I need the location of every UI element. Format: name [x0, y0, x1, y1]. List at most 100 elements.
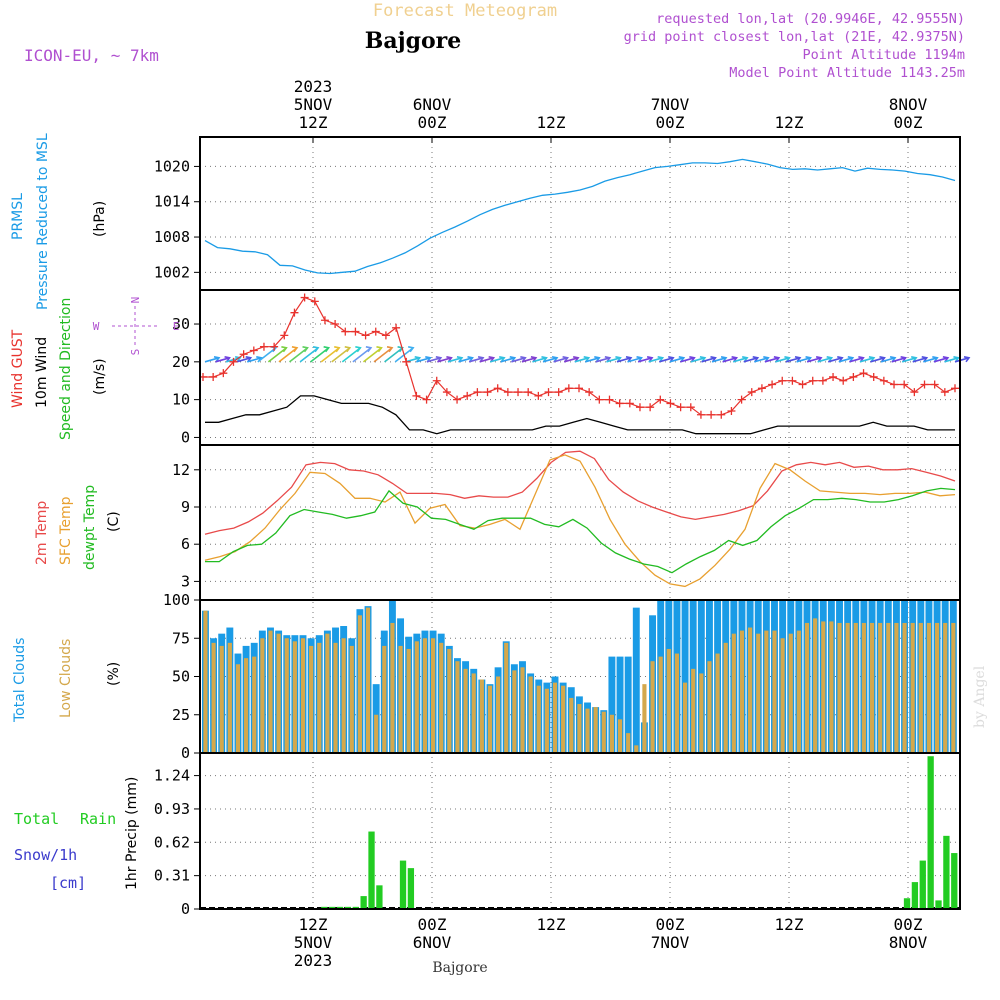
wind-arrow-head [594, 356, 601, 363]
wind-arrow-head [355, 346, 362, 353]
wind-arrow-head [847, 356, 855, 363]
gust-marker [381, 331, 390, 340]
gust-marker [798, 380, 807, 389]
low-cloud-bar [886, 622, 891, 753]
wind-arrow [437, 357, 452, 363]
label-sfc-temp: SFC Temp [58, 496, 74, 565]
compass-e: E [173, 320, 180, 333]
low-cloud-bar [504, 642, 509, 753]
rain-bar [336, 906, 344, 909]
gust-marker [412, 391, 421, 400]
low-cloud-bar [374, 714, 379, 753]
wind-arrow-head [932, 356, 939, 363]
wind-arrow [585, 357, 600, 363]
wind-arrow-head [625, 356, 633, 363]
wind-arrow-head [499, 356, 506, 363]
time-label-top: 00Z [418, 113, 447, 132]
low-cloud-bar [390, 622, 395, 753]
wind-arrow-head [742, 356, 749, 363]
wind-arrow [236, 357, 251, 363]
wind-arrow-head [942, 356, 950, 363]
time-label-top: 12Z [537, 113, 566, 132]
value-label: 1014 [154, 193, 190, 211]
gust-marker [940, 388, 949, 397]
label-precip-mm: 1hr Precip (mm) [124, 777, 140, 890]
low-cloud-bar [585, 708, 590, 753]
wind-arrow-head [323, 346, 331, 353]
wind-arrow-head [784, 356, 791, 363]
gust-marker [595, 395, 604, 404]
wind-arrow [806, 357, 822, 363]
wind-arrow-head [699, 356, 707, 363]
value-label: 3 [181, 572, 190, 590]
total-cloud-bar [616, 656, 624, 753]
low-cloud-bar [561, 685, 566, 753]
wind-arrow [532, 357, 547, 363]
wind-speed-line [205, 395, 955, 435]
low-cloud-bar [414, 641, 419, 753]
label-c: (C) [106, 511, 122, 532]
wind-arrow-head [425, 356, 432, 363]
gust-marker [585, 388, 594, 397]
low-cloud-bar [764, 630, 769, 753]
wind-arrow-head [911, 356, 918, 363]
low-cloud-bar [235, 664, 241, 753]
gust-marker [737, 395, 746, 404]
low-cloud-bar [357, 615, 362, 753]
low-cloud-bar [593, 707, 598, 753]
wind-arrow-head [407, 346, 415, 353]
gust-marker [686, 403, 695, 412]
wind-arrow [553, 357, 568, 363]
wind-arrow-head [921, 356, 929, 363]
grid-coords: grid point closest lon,lat (21E, 42.9375… [624, 29, 965, 45]
wind-arrow [817, 357, 832, 363]
gust-marker [879, 376, 888, 385]
value-label: 10 [172, 391, 190, 409]
wind-arrow [743, 357, 758, 363]
gust-marker [564, 384, 573, 393]
label-low-clouds: Low Clouds [58, 639, 74, 718]
low-cloud-bar [723, 642, 728, 753]
gust-marker [249, 346, 258, 355]
rain-bar [329, 906, 336, 909]
wind-arrow-head [773, 356, 781, 363]
wind-arrow [901, 357, 917, 363]
gust-marker [524, 388, 533, 397]
wind-arrow-head [646, 356, 654, 363]
rain-bar [407, 868, 415, 909]
gust-marker [280, 331, 289, 340]
wind-arrow [606, 357, 621, 363]
low-cloud-bar [756, 633, 761, 753]
wind-arrow [511, 357, 526, 363]
label-prmsl: PRMSL [10, 193, 26, 240]
low-cloud-bar [333, 642, 338, 753]
gust-marker [615, 399, 624, 408]
low-cloud-bar [479, 679, 484, 753]
low-cloud-bar [634, 745, 639, 753]
low-cloud-bar [365, 607, 371, 753]
gust-marker [910, 388, 919, 397]
low-cloud-bar [772, 630, 777, 753]
wind-arrow-head [541, 356, 548, 363]
low-cloud-bar [471, 673, 476, 753]
compass-s: S [129, 349, 142, 356]
label-total: Total [14, 810, 59, 828]
wind-arrow [859, 357, 875, 363]
gust-marker [605, 395, 614, 404]
low-cloud-bar [276, 633, 281, 753]
gust-marker [473, 388, 482, 397]
value-label: 1.24 [154, 767, 190, 785]
wind-arrow-head [302, 346, 309, 353]
gust-marker [635, 403, 644, 412]
gust-marker [351, 327, 360, 336]
gust-marker [341, 327, 350, 336]
low-cloud-bar [552, 682, 558, 753]
wind-arrow-head [562, 356, 569, 363]
low-cloud-bar [658, 656, 663, 753]
pressure-line [204, 158, 956, 275]
low-cloud-bar [219, 645, 224, 753]
wind-arrow [912, 357, 927, 363]
low-cloud-bar [715, 653, 720, 753]
gust-marker [717, 410, 726, 419]
time-label-top: 2023 [294, 77, 333, 96]
